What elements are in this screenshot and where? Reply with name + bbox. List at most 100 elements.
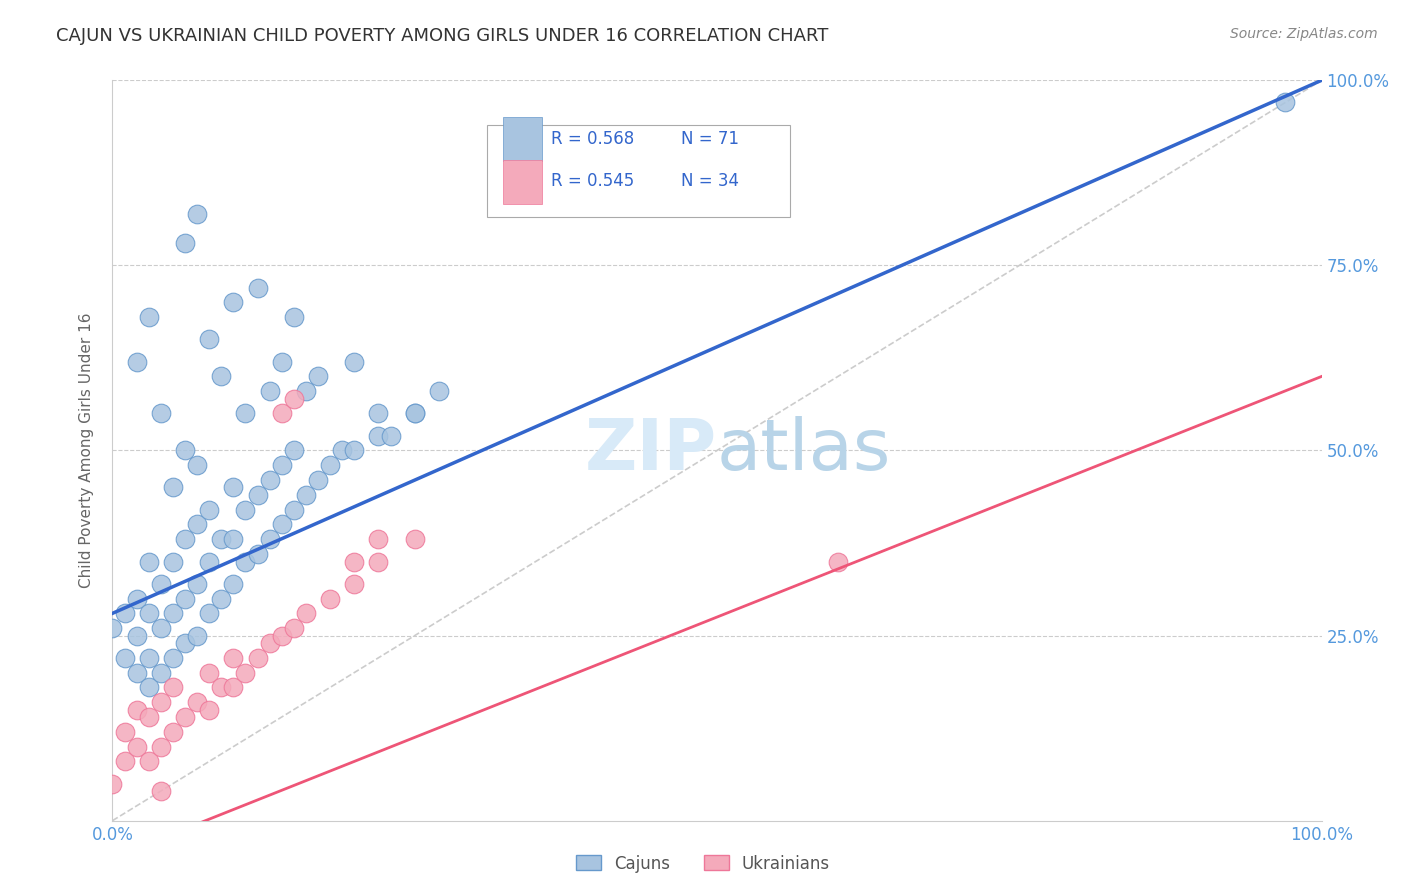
FancyBboxPatch shape xyxy=(503,160,541,203)
Point xyxy=(259,636,281,650)
Point xyxy=(198,607,221,621)
Point xyxy=(222,295,245,310)
Point xyxy=(295,607,318,621)
Point xyxy=(149,621,172,635)
Point xyxy=(235,665,257,680)
Point xyxy=(1274,95,1296,110)
Point xyxy=(114,755,136,769)
Text: N = 71: N = 71 xyxy=(681,130,738,148)
Point xyxy=(427,384,450,399)
Point xyxy=(235,502,257,516)
Point xyxy=(222,480,245,494)
Point xyxy=(138,755,160,769)
FancyBboxPatch shape xyxy=(488,125,790,218)
Point xyxy=(174,710,197,724)
Point xyxy=(259,473,281,487)
Point xyxy=(149,665,172,680)
FancyBboxPatch shape xyxy=(503,118,541,161)
Point xyxy=(259,533,281,547)
Point xyxy=(380,428,402,442)
Point xyxy=(138,650,160,665)
Text: N = 34: N = 34 xyxy=(681,172,738,191)
Text: R = 0.568: R = 0.568 xyxy=(551,130,634,148)
Point xyxy=(162,607,184,621)
Point xyxy=(138,555,160,569)
Point xyxy=(319,591,342,606)
Point xyxy=(162,724,184,739)
Point xyxy=(367,555,389,569)
Point xyxy=(307,473,329,487)
Point xyxy=(198,502,221,516)
Point xyxy=(186,206,208,220)
Point xyxy=(246,280,269,294)
Point xyxy=(283,310,305,325)
Point xyxy=(138,310,160,325)
Point xyxy=(270,517,292,532)
Point xyxy=(186,628,208,642)
Point xyxy=(222,576,245,591)
Point xyxy=(162,681,184,695)
Text: ZIP: ZIP xyxy=(585,416,717,485)
Point xyxy=(149,576,172,591)
Point xyxy=(222,681,245,695)
Point xyxy=(138,710,160,724)
Point xyxy=(283,621,305,635)
Text: atlas: atlas xyxy=(717,416,891,485)
Point xyxy=(222,650,245,665)
Text: CAJUN VS UKRAINIAN CHILD POVERTY AMONG GIRLS UNDER 16 CORRELATION CHART: CAJUN VS UKRAINIAN CHILD POVERTY AMONG G… xyxy=(56,27,828,45)
Point xyxy=(174,443,197,458)
Point xyxy=(186,458,208,473)
Point xyxy=(209,591,232,606)
Point xyxy=(295,488,318,502)
Point xyxy=(209,681,232,695)
Point xyxy=(404,533,426,547)
Point xyxy=(259,384,281,399)
Text: Source: ZipAtlas.com: Source: ZipAtlas.com xyxy=(1230,27,1378,41)
Point xyxy=(149,784,172,798)
Point xyxy=(114,650,136,665)
Point xyxy=(125,591,148,606)
Point xyxy=(198,332,221,346)
Point xyxy=(125,739,148,754)
Point xyxy=(162,650,184,665)
Point xyxy=(367,407,389,421)
Point xyxy=(162,480,184,494)
Point xyxy=(246,547,269,561)
Point xyxy=(295,384,318,399)
Point xyxy=(174,591,197,606)
Point xyxy=(149,407,172,421)
Point xyxy=(209,533,232,547)
Point xyxy=(343,576,366,591)
Point xyxy=(283,443,305,458)
Point xyxy=(174,236,197,251)
Point xyxy=(114,607,136,621)
Point xyxy=(222,533,245,547)
Point xyxy=(270,458,292,473)
Point xyxy=(125,628,148,642)
Point xyxy=(343,555,366,569)
Point xyxy=(174,533,197,547)
Point xyxy=(125,703,148,717)
Point xyxy=(138,607,160,621)
Point xyxy=(343,354,366,368)
Point xyxy=(198,703,221,717)
Point xyxy=(246,650,269,665)
Legend: Cajuns, Ukrainians: Cajuns, Ukrainians xyxy=(569,848,837,880)
Point xyxy=(827,555,849,569)
Point xyxy=(270,354,292,368)
Point xyxy=(235,555,257,569)
Point xyxy=(125,665,148,680)
Point xyxy=(307,369,329,384)
Y-axis label: Child Poverty Among Girls Under 16: Child Poverty Among Girls Under 16 xyxy=(79,313,94,588)
Point xyxy=(404,407,426,421)
Point xyxy=(162,555,184,569)
Point xyxy=(270,407,292,421)
Point xyxy=(149,695,172,709)
Point xyxy=(101,776,124,791)
Point xyxy=(149,739,172,754)
Point xyxy=(246,488,269,502)
Text: R = 0.545: R = 0.545 xyxy=(551,172,634,191)
Point xyxy=(114,724,136,739)
Point xyxy=(319,458,342,473)
Point xyxy=(138,681,160,695)
